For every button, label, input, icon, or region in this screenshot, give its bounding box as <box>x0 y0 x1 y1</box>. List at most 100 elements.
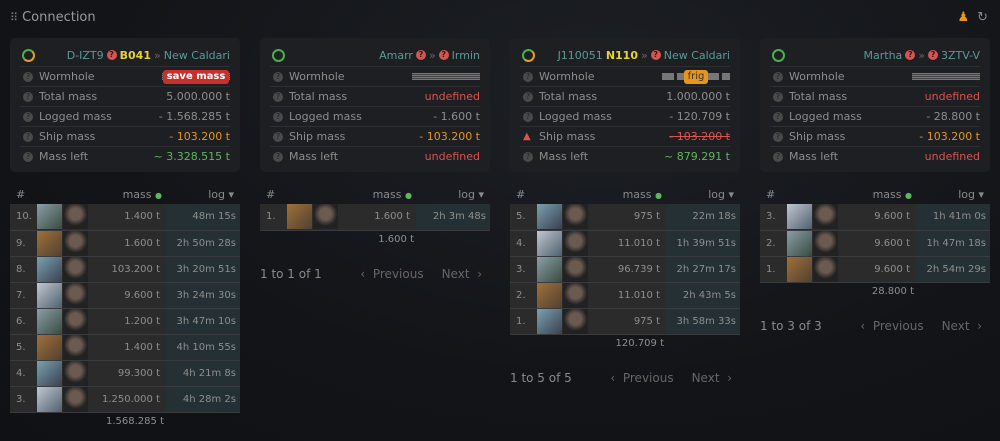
col-num[interactable]: # <box>16 187 26 201</box>
table-row[interactable]: 9. 1.600 t 2h 50m 28s <box>10 230 240 257</box>
target-system[interactable]: New Caldari <box>663 48 730 62</box>
table-row[interactable]: 3. 1.250.000 t 4h 28m 2s <box>10 386 240 413</box>
col-mass[interactable]: mass ● <box>589 184 666 204</box>
grip-icon[interactable]: ⠿ <box>10 10 19 24</box>
help-icon[interactable]: ? <box>23 71 33 82</box>
col-log[interactable]: log ▾ <box>916 184 990 204</box>
table-row[interactable]: 2. 9.600 t 1h 47m 18s <box>760 230 990 257</box>
col-mass[interactable]: mass ● <box>839 184 916 204</box>
ship-image[interactable] <box>787 230 812 255</box>
help-icon[interactable]: ? <box>273 91 283 102</box>
character-avatar[interactable] <box>813 230 838 255</box>
help-icon[interactable]: ? <box>773 131 783 142</box>
ship-image[interactable] <box>787 204 812 229</box>
refresh-icon[interactable]: ↻ <box>977 9 988 25</box>
ship-image[interactable] <box>537 308 562 333</box>
help-icon[interactable]: ? <box>523 111 533 122</box>
character-avatar[interactable] <box>63 230 88 255</box>
previous-button[interactable]: ‹ Previous <box>860 319 923 333</box>
col-mass[interactable]: mass ● <box>89 184 166 204</box>
character-avatar[interactable] <box>63 256 88 281</box>
next-button[interactable]: Next › <box>692 371 732 385</box>
help-icon[interactable]: ? <box>273 151 283 162</box>
col-num[interactable]: # <box>516 187 526 201</box>
character-avatar[interactable] <box>63 334 88 359</box>
table-row[interactable]: 5. 1.400 t 4h 10m 55s <box>10 334 240 361</box>
source-system[interactable]: D-IZT9 <box>66 48 104 62</box>
character-avatar[interactable] <box>813 204 838 229</box>
target-system[interactable]: 3ZTV-V <box>941 48 980 62</box>
table-row[interactable]: 3. 96.739 t 2h 27m 17s <box>510 256 740 283</box>
character-avatar[interactable] <box>563 256 588 281</box>
help-icon[interactable]: ? <box>23 151 33 162</box>
help-icon[interactable]: ? <box>23 111 33 122</box>
ship-image[interactable] <box>37 256 62 281</box>
character-avatar[interactable] <box>313 204 338 229</box>
character-avatar[interactable] <box>63 204 88 229</box>
character-avatar[interactable] <box>563 230 588 255</box>
character-avatar[interactable] <box>63 282 88 307</box>
ship-image[interactable] <box>537 256 562 281</box>
character-avatar[interactable] <box>563 282 588 307</box>
col-log[interactable]: log ▾ <box>166 184 240 204</box>
col-num[interactable]: # <box>266 187 276 201</box>
table-row[interactable]: 7. 9.600 t 3h 24m 30s <box>10 282 240 309</box>
ship-image[interactable] <box>37 334 62 359</box>
next-button[interactable]: Next › <box>442 267 482 281</box>
table-row[interactable]: 6. 1.200 t 3h 47m 10s <box>10 308 240 335</box>
help-icon[interactable]: ? <box>523 151 533 162</box>
ship-image[interactable] <box>37 204 62 229</box>
character-avatar[interactable] <box>63 360 88 385</box>
table-row[interactable]: 4. 11.010 t 1h 39m 51s <box>510 230 740 257</box>
ship-image[interactable] <box>537 230 562 255</box>
table-row[interactable]: 8. 103.200 t 3h 20m 51s <box>10 256 240 283</box>
next-button[interactable]: Next › <box>942 319 982 333</box>
ship-image[interactable] <box>287 204 312 229</box>
table-row[interactable]: 3. 9.600 t 1h 41m 0s <box>760 204 990 231</box>
character-avatar[interactable] <box>63 386 88 411</box>
table-row[interactable]: 1. 9.600 t 2h 54m 29s <box>760 256 990 283</box>
table-row[interactable]: 5. 975 t 22m 18s <box>510 204 740 231</box>
ship-image[interactable] <box>537 204 562 229</box>
help-icon[interactable]: ? <box>273 111 283 122</box>
help-icon[interactable]: ? <box>773 91 783 102</box>
help-icon[interactable]: ? <box>773 151 783 162</box>
help-icon[interactable]: ? <box>23 131 33 142</box>
ship-image[interactable] <box>37 308 62 333</box>
character-avatar[interactable] <box>563 204 588 229</box>
table-row[interactable]: 10. 1.400 t 48m 15s <box>10 204 240 231</box>
target-system[interactable]: Irmin <box>451 48 480 62</box>
help-icon[interactable]: ? <box>773 111 783 122</box>
table-row[interactable]: 1. 975 t 3h 58m 33s <box>510 308 740 335</box>
character-avatar[interactable] <box>563 308 588 333</box>
previous-button[interactable]: ‹ Previous <box>610 371 673 385</box>
ship-image[interactable] <box>37 386 62 411</box>
source-system[interactable]: J110051 <box>557 48 603 62</box>
help-icon[interactable]: ? <box>273 131 283 142</box>
character-avatar[interactable] <box>813 256 838 281</box>
col-log[interactable]: log ▾ <box>416 184 490 204</box>
col-mass[interactable]: mass ● <box>339 184 416 204</box>
help-icon[interactable]: ? <box>523 91 533 102</box>
table-row[interactable]: 1. 1.600 t 2h 3m 48s <box>260 204 490 231</box>
ship-image[interactable] <box>37 230 62 255</box>
help-icon[interactable]: ? <box>523 71 533 82</box>
help-icon[interactable]: ? <box>273 71 283 82</box>
ship-image[interactable] <box>37 282 62 307</box>
target-system[interactable]: New Caldari <box>163 48 230 62</box>
col-log[interactable]: log ▾ <box>666 184 740 204</box>
ship-image[interactable] <box>537 282 562 307</box>
table-row[interactable]: 2. 11.010 t 2h 43m 5s <box>510 282 740 309</box>
table-row[interactable]: 4. 99.300 t 4h 21m 8s <box>10 360 240 387</box>
source-system[interactable]: Martha <box>863 48 903 62</box>
previous-button[interactable]: ‹ Previous <box>360 267 423 281</box>
person-icon[interactable]: ♟ <box>957 9 970 25</box>
character-avatar[interactable] <box>63 308 88 333</box>
ship-image[interactable] <box>787 256 812 281</box>
help-icon[interactable]: ? <box>23 91 33 102</box>
source-system[interactable]: Amarr <box>379 48 413 62</box>
help-icon[interactable]: ? <box>773 71 783 82</box>
info-row-logged: ? Logged mass - 120.709 t <box>520 106 730 126</box>
ship-image[interactable] <box>37 360 62 385</box>
col-num[interactable]: # <box>766 187 776 201</box>
